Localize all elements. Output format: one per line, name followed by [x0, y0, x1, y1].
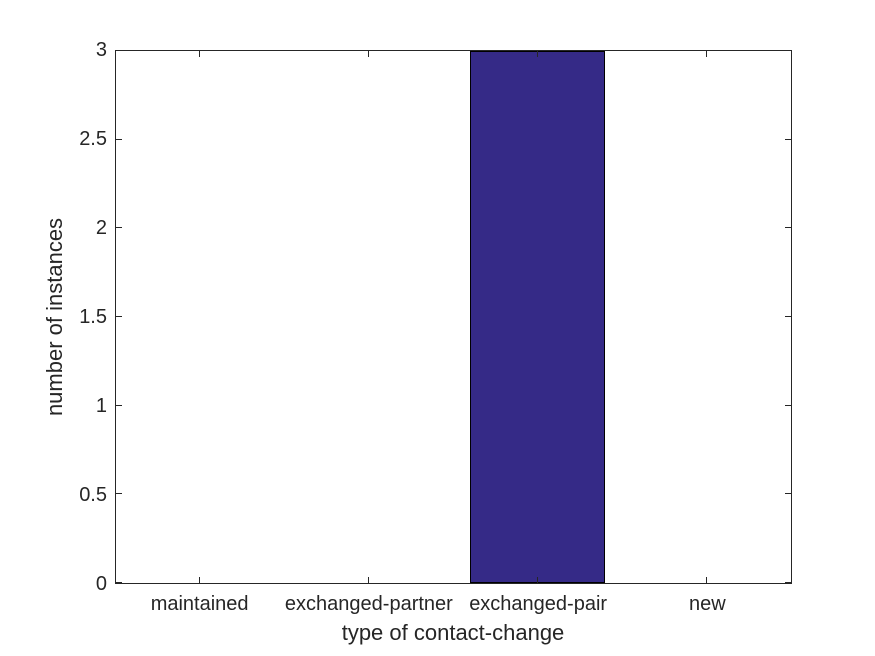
y-tick-label: 0.5	[79, 484, 107, 506]
x-tick-top	[705, 51, 707, 57]
y-tick-label: 1	[95, 394, 107, 417]
y-tick-right	[785, 50, 791, 51]
x-tick-bottom	[536, 577, 538, 583]
x-tick-top	[536, 51, 538, 57]
y-tick-left	[116, 404, 122, 406]
x-tick-bottom	[705, 577, 707, 583]
x-tick-labels: maintained exchanged-partner exchanged-pai…	[115, 593, 792, 619]
y-tick-label: 2	[95, 216, 107, 239]
y-tick-left	[116, 227, 122, 229]
x-tick-top	[199, 51, 201, 57]
y-tick-label: 0	[95, 573, 107, 595]
y-tick-right	[785, 404, 791, 406]
x-tick-bottom	[199, 577, 201, 583]
y-tick-left	[116, 138, 122, 140]
plot-area	[115, 50, 792, 584]
y-tick-left	[116, 582, 122, 583]
y-tick-label: 2.5	[79, 127, 107, 150]
x-tick-label-exchanged-partner: exchanged-partner	[284, 593, 453, 615]
y-tick-left	[116, 493, 122, 495]
x-tick-label-maintained: maintained	[150, 593, 249, 615]
x-tick-top	[368, 51, 370, 57]
y-tick-right	[785, 316, 791, 317]
y-tick-label: 1.5	[79, 306, 107, 328]
y-tick-left	[116, 316, 122, 317]
y-tick-label: 3	[95, 39, 107, 61]
bar-exchanged-pair	[470, 51, 606, 583]
y-tick-right	[785, 227, 791, 229]
y-tick-right	[785, 138, 791, 140]
y-tick-right	[785, 493, 791, 495]
y-tick-left	[116, 50, 122, 51]
y-tick-right	[785, 582, 791, 583]
x-axis-label: type of contact-change	[341, 620, 565, 645]
x-tick-bottom	[368, 577, 370, 583]
y-tick-labels: 0 0.5 1 1.5 2 2.5 3	[0, 40, 107, 594]
x-tick-label-exchanged-pair: exchanged-pair	[469, 593, 608, 615]
x-tick-label-new: new	[689, 593, 726, 615]
